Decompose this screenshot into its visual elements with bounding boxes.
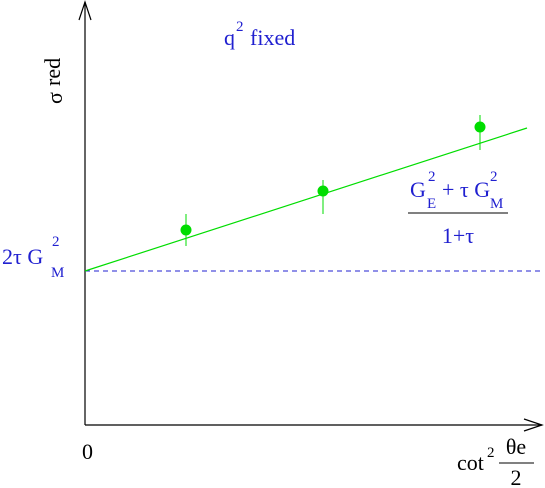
num-sub1: E <box>427 196 436 212</box>
x-arrow <box>523 418 544 432</box>
point <box>180 224 192 236</box>
y-label: σ red <box>40 58 67 104</box>
x-label-base: cot <box>457 450 484 475</box>
intercept-prefix: 2τ G <box>2 244 43 269</box>
intercept-sub: M <box>51 265 64 281</box>
title-sup: 2 <box>236 19 244 35</box>
title-base: q <box>224 25 235 50</box>
y-arrow <box>78 0 92 21</box>
title-rest: fixed <box>250 25 295 50</box>
points <box>180 115 486 246</box>
num-sup2: 2 <box>490 169 498 185</box>
x-label-sup: 2 <box>487 445 495 461</box>
x-label-den: 2 <box>511 465 522 488</box>
fit-line <box>84 127 528 272</box>
point <box>317 185 329 197</box>
point <box>474 121 486 133</box>
origin-label: 0 <box>82 439 93 464</box>
intercept-sup: 2 <box>52 234 60 250</box>
num-sub2: M <box>490 196 503 212</box>
y-label-sub: red <box>40 58 65 86</box>
y-label-base: σ <box>42 92 67 104</box>
denominator: 1+τ <box>442 223 474 248</box>
num-mid: + τ G <box>442 177 490 202</box>
num-sup1: 2 <box>428 169 436 185</box>
num-g1: G <box>410 177 426 202</box>
x-label-num: θe <box>506 434 526 459</box>
